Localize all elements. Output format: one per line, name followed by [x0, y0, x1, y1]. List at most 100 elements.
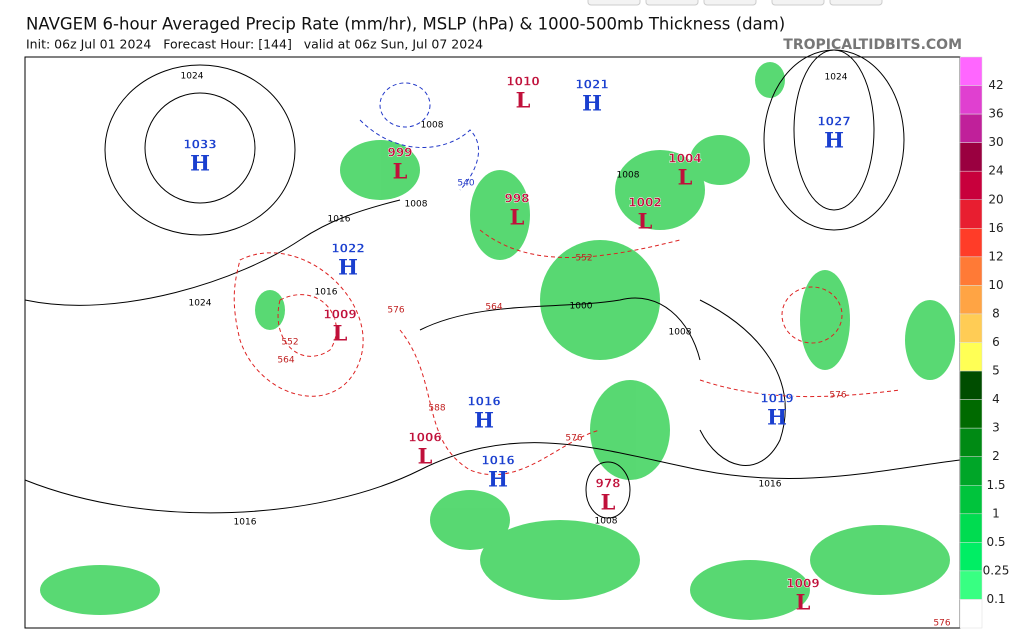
precip-area: [905, 300, 955, 380]
colorbar-segment: [959, 513, 983, 543]
contour-label: 552: [575, 254, 592, 264]
button[interactable]: [645, 0, 699, 6]
colorbar-segment: [959, 285, 983, 315]
colorbar-label: 42: [988, 78, 1003, 92]
map: [24, 49, 961, 629]
button[interactable]: [829, 0, 883, 6]
colorbar-segment: [959, 113, 983, 143]
contour-label: 1024: [189, 299, 212, 309]
button[interactable]: [587, 0, 641, 6]
colorbar-segment: [959, 170, 983, 200]
contour-label: 1016: [328, 215, 351, 225]
colorbar-label: 1: [992, 506, 1000, 520]
contour-label: 564: [277, 356, 294, 366]
precip-area: [540, 240, 660, 360]
precip-area: [470, 170, 530, 260]
colorbar-segment: [959, 142, 983, 172]
precip-area: [590, 380, 670, 480]
colorbar-segment: [959, 256, 983, 286]
colorbar-label: 10: [988, 278, 1003, 292]
precip-area: [690, 560, 810, 620]
pressure-center: L: [516, 88, 531, 113]
pressure-center: L: [510, 205, 525, 230]
thickness-line: [359, 119, 480, 191]
pressure-center: H: [488, 467, 508, 492]
pressure-center: H: [767, 405, 787, 430]
colorbar-label: 0.25: [983, 563, 1010, 577]
pressure-center: L: [418, 444, 433, 469]
colorbar-label: 24: [988, 164, 1003, 178]
pressure-value: 1021: [575, 78, 608, 92]
pressure-value: 1033: [183, 138, 216, 152]
thickness-line: [479, 229, 681, 258]
colorbar-label: 1.5: [986, 478, 1005, 492]
precip-area: [800, 270, 850, 370]
isobars: [24, 49, 961, 519]
pressure-value: 978: [595, 477, 620, 491]
map-labels: 1024 1024 1008 540 1008 1016 1008 552 1024 1016 57…: [181, 72, 951, 629]
pressure-value: 1010: [506, 75, 539, 89]
contour-label: 1024: [825, 73, 848, 83]
colorbar-segment: [959, 228, 983, 258]
pressure-center: L: [601, 490, 616, 515]
precip-area: [430, 490, 510, 550]
contour-label: 1008: [617, 171, 640, 181]
colorbar-segment: [959, 599, 983, 629]
pressure-value: 1004: [668, 152, 701, 166]
precip-area: [480, 520, 640, 600]
colorbar-segment: [959, 56, 983, 86]
colorbar-segment: [959, 370, 983, 400]
contour-label: 576: [829, 391, 846, 401]
thickness-line: [399, 329, 601, 476]
colorbar-segment: [959, 313, 983, 343]
pressure-center: H: [474, 408, 494, 433]
isobar: [24, 199, 401, 306]
isobar: [699, 299, 786, 466]
pressure-center: L: [393, 159, 408, 184]
toolbar-stubs: [587, 0, 883, 6]
colorbar-segment: [959, 570, 983, 600]
pressure-center: L: [796, 590, 811, 615]
subtitle: Init: 06z Jul 01 2024 Forecast Hour: [14…: [26, 37, 483, 52]
pressure-value: 1006: [408, 431, 441, 445]
contour-label: 1016: [759, 480, 782, 490]
thickness-warm: [233, 229, 901, 476]
pressure-center: L: [638, 209, 653, 234]
contour-label: 1000: [570, 302, 593, 312]
contour-label: 540: [457, 179, 474, 189]
button[interactable]: [703, 0, 757, 6]
isobar: [144, 92, 256, 204]
isobar: [104, 64, 296, 236]
contour-label: 564: [485, 303, 502, 313]
pressure-center: H: [824, 128, 844, 153]
colorbar-label: 30: [988, 135, 1003, 149]
contour-label: 1016: [234, 518, 257, 528]
precip-area: [810, 525, 950, 595]
pressure-value: 1009: [786, 577, 819, 591]
colorbar-label: 5: [992, 364, 1000, 378]
contour-label: 1008: [669, 328, 692, 338]
contour-label: 1008: [421, 121, 444, 131]
colorbar-segment: [959, 199, 983, 229]
watermark: TROPICALTIDBITS.COM: [783, 37, 962, 53]
pressure-value: 1019: [760, 392, 793, 406]
button[interactable]: [771, 0, 825, 6]
colorbar-label: 0.1: [986, 592, 1005, 606]
colorbar-label: 3: [992, 421, 1000, 435]
colorbar-label: 20: [988, 192, 1003, 206]
thickness-line: [699, 379, 901, 398]
pressure-value: 998: [504, 192, 529, 206]
colorbar-segment: [959, 342, 983, 372]
isobar: [419, 297, 701, 361]
precip-area: [615, 150, 705, 230]
colorbar-label: 8: [992, 306, 1000, 320]
colorbar-label: 4: [992, 392, 1000, 406]
isobar: [24, 442, 961, 514]
precip-area: [690, 135, 750, 185]
colorbar-label: 12: [988, 249, 1003, 263]
isobar: [763, 49, 905, 231]
contour-label: 576: [387, 306, 404, 316]
contour-label: 1016: [315, 288, 338, 298]
pressure-value: 1016: [467, 395, 500, 409]
